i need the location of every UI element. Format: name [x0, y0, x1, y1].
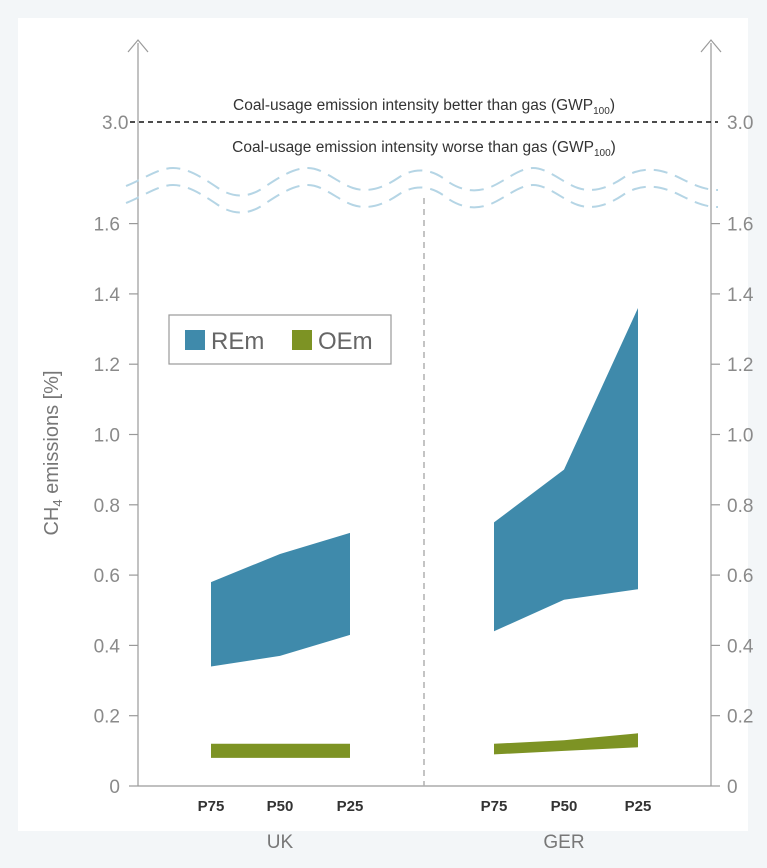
- ger-rem-band: [494, 308, 638, 632]
- uk-rem-band: [211, 532, 350, 667]
- x-tick-label-p25: P25: [337, 798, 364, 815]
- uk-oem-band: [211, 743, 350, 758]
- group-label-ger: GER: [543, 832, 584, 853]
- y-tick-label-left: 0.4: [94, 636, 121, 657]
- x-tick-label-p50: P50: [551, 798, 578, 815]
- x-tick-label-p75: P75: [481, 798, 508, 815]
- y-tick-label-right: 1.0: [727, 426, 753, 447]
- threshold-label-below: Coal-usage emission intensity worse than…: [232, 139, 616, 159]
- axis-break-wave-upper: [125, 166, 719, 197]
- y-tick-label-left: 0.6: [94, 566, 120, 587]
- y-tick-label-right: 1.6: [727, 215, 753, 236]
- left-axis-arrowhead: [127, 39, 149, 53]
- y-tick-label-left: 1.0: [94, 426, 120, 447]
- y-tick-label-right: 0.2: [727, 707, 753, 728]
- threshold-tick-left: 3.0: [102, 113, 128, 134]
- y-tick-label-right: 1.4: [727, 285, 754, 306]
- x-tick-label-p75: P75: [198, 798, 225, 815]
- y-tick-label-right: 0.6: [727, 566, 753, 587]
- y-tick-label-left: 1.2: [94, 355, 120, 376]
- y-tick-label-right: 1.2: [727, 355, 753, 376]
- x-tick-label-p50: P50: [267, 798, 294, 815]
- y-tick-label-left: 1.4: [94, 285, 121, 306]
- y-tick-label-right: 0.8: [727, 496, 753, 517]
- legend-box: [168, 314, 392, 365]
- threshold-tick-right: 3.0: [727, 113, 753, 134]
- chart-frame: Coal-usage emission intensity better tha…: [18, 18, 754, 853]
- y-axis-label: CH4 emissions [%]: [41, 370, 65, 535]
- axis-break-wave-lower: [125, 183, 719, 214]
- emissions-chart: Coal-usage emission intensity better tha…: [41, 39, 754, 853]
- y-tick-label-left: 1.6: [94, 215, 120, 236]
- y-tick-label-left: 0.8: [94, 496, 120, 517]
- y-tick-label-left: 0: [109, 777, 120, 798]
- legend: REm OEm: [168, 314, 392, 365]
- legend-swatch-oem: [292, 330, 312, 350]
- ger-oem-band: [494, 733, 638, 755]
- threshold-label-above: Coal-usage emission intensity better tha…: [233, 97, 615, 117]
- group-label-uk: UK: [267, 832, 294, 853]
- legend-label-oem: OEm: [318, 328, 373, 355]
- y-tick-label-left: 0.2: [94, 707, 120, 728]
- legend-swatch-rem: [185, 330, 205, 350]
- right-axis-arrowhead: [700, 39, 722, 53]
- x-tick-label-p25: P25: [625, 798, 652, 815]
- y-tick-label-right: 0: [727, 777, 738, 798]
- legend-label-rem: REm: [211, 328, 264, 355]
- y-tick-label-right: 0.4: [727, 636, 754, 657]
